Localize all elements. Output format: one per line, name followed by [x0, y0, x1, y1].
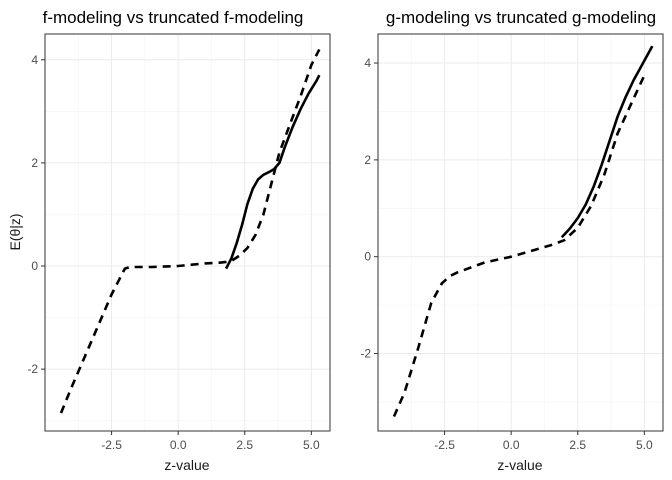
y-tick-label: -2 [27, 362, 38, 376]
series-layer [59, 48, 321, 414]
axis-ticks: -2.5 0.0 2.5 5.0 -2 0 2 4 [360, 56, 653, 452]
y-tick-label: 4 [364, 56, 371, 70]
series-line-solid [224, 74, 321, 270]
y-axis-label: E(θ|z) [7, 213, 23, 250]
series-layer [392, 45, 654, 418]
panel-g-modeling: g-modeling vs truncated g-modeling -2.5 0… [360, 8, 664, 473]
x-tick-label: -2.5 [434, 438, 455, 452]
y-tick-label: 0 [364, 250, 371, 264]
x-tick-label: 0.0 [170, 438, 187, 452]
series-line-solid [560, 45, 654, 239]
series-line-dashed [392, 74, 646, 418]
x-tick-label: -2.5 [101, 438, 122, 452]
y-tick-label: -2 [360, 347, 371, 361]
axis-ticks: -2.5 0.0 2.5 5.0 -2 0 2 4 [27, 53, 320, 452]
x-tick-label: 2.5 [236, 438, 253, 452]
y-tick-label: 2 [31, 156, 38, 170]
x-tick-label: 5.0 [303, 438, 320, 452]
y-tick-label: 2 [364, 153, 371, 167]
x-tick-label: 2.5 [569, 438, 586, 452]
x-tick-label: 5.0 [636, 438, 653, 452]
chart-title: f-modeling vs truncated f-modeling [43, 8, 304, 27]
x-axis-label: z-value [497, 457, 542, 473]
y-tick-label: 4 [31, 53, 38, 67]
x-tick-label: 0.0 [503, 438, 520, 452]
chart-title: g-modeling vs truncated g-modeling [386, 8, 656, 27]
x-axis-label: z-value [164, 457, 209, 473]
series-line-dashed [59, 48, 321, 414]
grid [378, 34, 663, 431]
plot-area [44, 33, 331, 432]
y-tick-label: 0 [31, 259, 38, 273]
plot-area [377, 33, 664, 432]
grid [45, 34, 330, 431]
panel-f-modeling: f-modeling vs truncated f-modeling -2.5 0… [7, 8, 331, 473]
